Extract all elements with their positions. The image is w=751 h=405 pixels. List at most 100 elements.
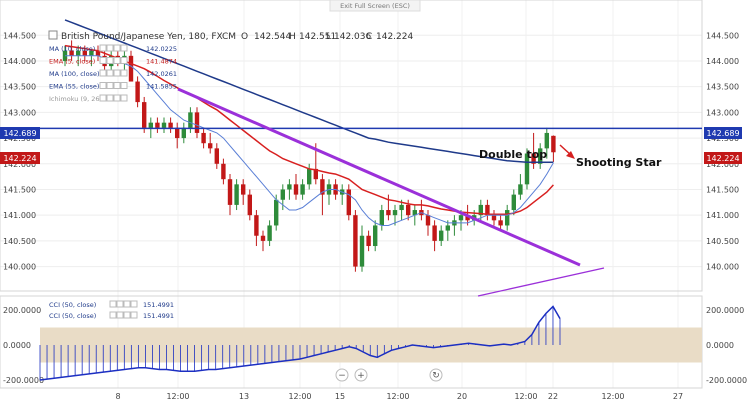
candle-body [412,210,417,216]
legend-toggle-icon[interactable] [120,82,128,89]
cci-legend-toggle-icon[interactable] [109,300,117,308]
legend-toggle-icon[interactable] [113,69,121,77]
legend-toggle-icon[interactable] [106,57,114,64]
candle-body [366,235,371,247]
candle-body [221,163,226,180]
zoom-in-icon: + [357,371,365,381]
candle-body [82,50,87,56]
legend-toggle-icon[interactable] [113,82,121,89]
candle-body [274,199,279,226]
candle-body [128,55,134,82]
price-tick-left: 144.500 [3,31,36,40]
legend-value: 141.4874 [146,58,177,66]
candle-body [293,184,299,195]
legend-label: Ichimoku (9, 26, 52, 26) [49,95,127,103]
price-tick-right: 142.000 [706,160,739,169]
price-tick-right: 143.000 [706,108,739,117]
price-pane-border [0,0,703,292]
legend-toggle-icon[interactable] [113,57,121,64]
ohlc-high-label: H [289,32,296,42]
legend-toggle-icon[interactable] [99,82,107,89]
resistance-price-value: 142.689 [706,129,739,138]
cci-legend-toggle-icon[interactable] [109,311,117,319]
cci-band [40,327,702,363]
candle-body [194,112,200,133]
legend-label: MA (100, close) [49,70,99,78]
candle-body [445,225,450,231]
candle-body [307,168,312,185]
cci-legend-toggle-icon[interactable] [130,300,138,308]
cci-legend-toggle-icon[interactable] [130,311,138,319]
cci-legend-toggle-icon[interactable] [123,300,131,308]
legend-toggle-icon[interactable] [120,69,128,77]
legend-toggle-icon[interactable] [99,44,107,52]
zoom-controls: − + ↻ [335,368,443,382]
legend-toggle-icon[interactable] [106,69,114,77]
candle-body [379,210,384,226]
time-axis: 8 12:00 13 12:00 15 12:00 20 12:00 22 12:00 27 [115,392,683,401]
candle-body [95,50,101,56]
legend-toggle-icon[interactable] [106,94,114,102]
legend-toggle-icon[interactable] [106,44,114,52]
candle-body [260,235,266,241]
cci-histogram [39,306,561,380]
time-tick: 20 [457,392,467,401]
price-tick-left: 142.000 [3,160,36,169]
exit-fullscreen-button[interactable] [329,0,421,12]
candle-body [478,204,483,216]
price-tick-right: 141.000 [706,211,739,220]
last-price-badge-left [0,152,40,164]
chart-header: British Pound/Japanese Yen, 180, FXCM O … [48,30,413,42]
symbol-title: British Pound/Japanese Yen, 180, FXCM [61,32,236,42]
price-tick-right: 141.500 [706,185,739,194]
legend-toggle-icon[interactable] [120,57,128,64]
candle-body [188,112,193,128]
legend-toggle-icon[interactable] [120,94,128,102]
legend-toggle-icon[interactable] [99,69,107,77]
time-tick: 13 [239,392,249,401]
trendline-upper[interactable] [177,87,581,267]
last-price-value-left: 142.224 [3,154,36,163]
ohlc-high-value: 142.551 [299,32,336,42]
price-tick-right: 143.500 [706,83,739,92]
header-checkbox[interactable] [48,30,58,40]
legend-toggle-icon[interactable] [113,44,121,52]
candle-body [254,215,259,236]
reset-zoom-icon: ↻ [432,371,440,381]
legend-value: 142.0225 [146,45,177,53]
indicator-lines [64,19,554,226]
candle-body [392,210,398,216]
legend-toggle-icon[interactable] [106,82,114,89]
candle-body [346,189,351,216]
ohlc-open-value: 142.544 [254,32,291,42]
zoom-in-button[interactable] [354,368,368,382]
candle-body [524,153,530,185]
time-tick: 22 [548,392,558,401]
ma10-line [65,55,554,226]
zoom-out-button[interactable] [335,368,349,382]
cci-legend-toggle-icon[interactable] [116,300,124,308]
candle-body [214,148,219,164]
legend-toggle-icon[interactable] [99,94,107,102]
cci-tick-right: 0.0000 [706,341,734,350]
legend-toggle-icon[interactable] [120,44,128,52]
cci-legend-value: 151.4991 [143,312,174,320]
cci-axis: 200.0000 200.0000 0.0000 0.0000 -200.0000 -20… [3,306,747,385]
ema55-line [64,44,554,215]
legend-toggle-icon[interactable] [113,94,121,102]
price-tick-left: 143.500 [3,83,36,92]
candle-body [89,50,94,56]
legend-toggle-icon[interactable] [99,57,107,64]
reset-zoom-button[interactable] [429,368,443,382]
cci-legend-label: CCI (50, close) [49,312,96,320]
candle-body [69,50,74,56]
price-tick-left: 140.500 [3,237,36,246]
candle-body [406,204,411,216]
cci-legend-toggle-icon[interactable] [116,311,124,319]
time-tick: 12:00 [288,392,311,401]
cci-legend-toggle-icon[interactable] [123,311,131,319]
price-tick-left: 140.000 [3,263,36,272]
candle-body [531,153,536,164]
trendline-lower[interactable] [477,267,605,297]
